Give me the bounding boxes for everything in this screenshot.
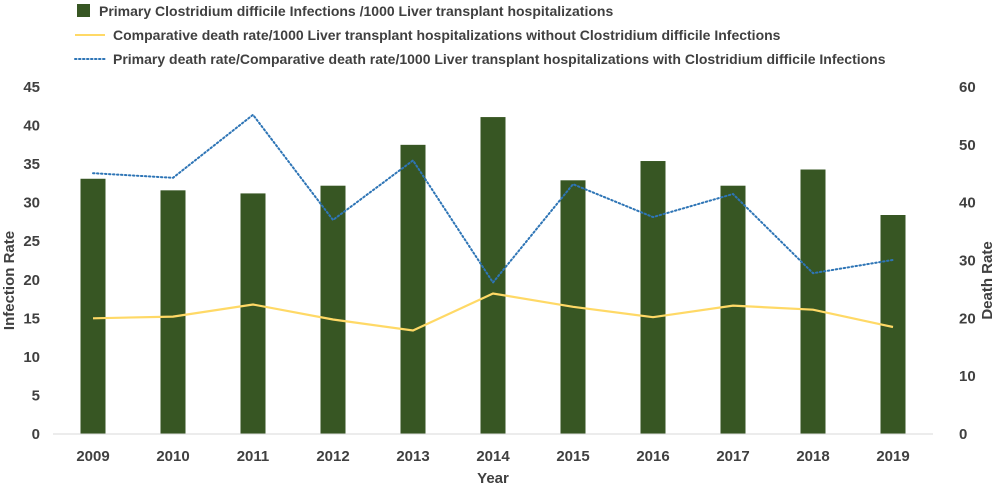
bar-2017 — [720, 185, 746, 434]
right-tick-label: 10 — [959, 368, 976, 385]
legend-label: Comparative death rate/1000 Liver transp… — [113, 27, 781, 43]
right-tick-label: 30 — [959, 253, 976, 270]
x-axis-ticks: 2009 2010 2011 2012 2013 2014 2015 2016 2017 2018… — [76, 448, 909, 465]
left-tick-label: 30 — [23, 195, 40, 212]
right-axis-ticks: 0 10 20 30 40 50 60 — [959, 79, 976, 443]
x-tick-label: 2013 — [396, 448, 429, 465]
bar-series — [80, 117, 906, 435]
left-tick-label: 40 — [23, 118, 40, 135]
line-series — [92, 113, 894, 332]
legend-swatch — [77, 4, 90, 17]
left-tick-label: 35 — [23, 156, 40, 173]
right-tick-label: 0 — [959, 426, 967, 443]
left-tick-label: 0 — [32, 426, 40, 443]
death-rate-without-cdi-line — [92, 292, 894, 332]
left-tick-label: 20 — [23, 272, 40, 289]
right-axis-title: Death Rate — [979, 241, 996, 319]
left-tick-label: 5 — [32, 387, 40, 404]
left-tick-label: 15 — [23, 310, 40, 327]
left-tick-label: 45 — [23, 79, 40, 96]
bar-2014 — [480, 117, 506, 434]
bar-2012 — [320, 185, 346, 434]
legend: Primary Clostridium difficile Infections… — [74, 3, 886, 67]
x-tick-label: 2011 — [237, 448, 270, 465]
bar-2016 — [640, 161, 666, 434]
right-tick-label: 40 — [959, 195, 976, 212]
x-tick-label: 2017 — [716, 448, 749, 465]
x-tick-label: 2018 — [796, 448, 829, 465]
x-tick-label: 2009 — [76, 448, 109, 465]
bar-2009 — [80, 178, 106, 434]
bar-2018 — [800, 169, 826, 434]
x-tick-label: 2016 — [636, 448, 669, 465]
x-tick-label: 2012 — [316, 448, 349, 465]
bar-2010 — [160, 190, 186, 434]
legend-label: Primary Clostridium difficile Infections… — [99, 3, 613, 19]
x-tick-label: 2019 — [876, 448, 909, 465]
left-tick-label: 10 — [23, 349, 40, 366]
left-axis-ticks: 0 5 10 15 20 25 30 35 40 45 — [23, 79, 40, 443]
x-axis-title: Year — [477, 470, 509, 487]
left-axis-title: Infection Rate — [1, 231, 18, 330]
death-rate-with-cdi-line — [92, 113, 894, 285]
legend-item: Comparative death rate/1000 Liver transp… — [75, 27, 781, 43]
legend-label: Primary death rate/Comparative death rat… — [113, 51, 886, 67]
bar-2011 — [240, 193, 266, 434]
x-tick-label: 2015 — [556, 448, 589, 465]
legend-item: Primary Clostridium difficile Infections… — [77, 3, 613, 19]
legend-item: Primary death rate/Comparative death rat… — [74, 51, 886, 67]
bar-2013 — [400, 144, 426, 435]
right-tick-label: 50 — [959, 137, 976, 154]
right-tick-label: 60 — [959, 79, 976, 96]
right-tick-label: 20 — [959, 310, 976, 327]
x-tick-label: 2014 — [476, 448, 510, 465]
left-tick-label: 25 — [23, 233, 40, 250]
x-tick-label: 2010 — [156, 448, 189, 465]
